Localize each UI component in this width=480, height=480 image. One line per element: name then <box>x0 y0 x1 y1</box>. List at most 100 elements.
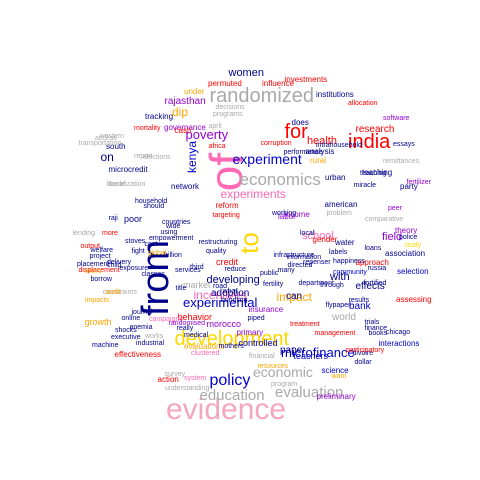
word-machine: machine <box>92 341 119 349</box>
word-audit: audit <box>105 288 121 296</box>
word-labor: labor <box>278 212 296 221</box>
word-institutions: institutions <box>316 90 354 99</box>
word-from: from <box>135 240 177 316</box>
word-stoves: stoves <box>125 237 146 245</box>
word-cash: cash <box>174 126 192 135</box>
word-effectiveness: effectiveness <box>114 350 162 359</box>
word-miracle: miracle <box>353 181 377 189</box>
word-targeting: targeting <box>212 211 240 219</box>
word-trade: trade <box>109 180 125 188</box>
word-south: south <box>106 142 126 151</box>
word-quality: quality <box>206 247 227 255</box>
word-access: access <box>95 134 117 142</box>
word-intrahousehold: intrahousehold <box>316 141 362 149</box>
word-with: with <box>330 270 350 283</box>
word-local: local <box>300 229 315 237</box>
word-many: many <box>277 266 295 274</box>
word-approach: approach <box>355 258 389 267</box>
word-corruption: corruption <box>260 139 292 147</box>
word-africa: africa <box>208 142 226 150</box>
word-understanding: understanding <box>165 384 210 392</box>
word-working: working <box>272 209 297 217</box>
word-journal: journal <box>131 308 153 316</box>
word-wide: wide <box>166 222 181 230</box>
word-labels: labels <box>329 248 348 256</box>
word-title: title <box>175 284 187 292</box>
word-financial: financial <box>249 352 275 360</box>
word-rural: rural <box>310 156 327 165</box>
word-welfare: welfare <box>90 246 114 254</box>
word-russia: russia <box>367 264 387 272</box>
word-allocation: allocation <box>348 99 378 107</box>
word-mothers: mothers <box>218 342 244 350</box>
word-fortified: fortified <box>363 279 387 287</box>
word-action: action <box>157 375 179 384</box>
word-resources: resources <box>257 362 289 370</box>
word-police: police <box>399 233 418 241</box>
word-happiness: happiness <box>333 257 365 265</box>
word-experiment: experiment <box>232 151 302 167</box>
word-education: education <box>199 386 265 404</box>
word-economic: economic <box>253 364 313 380</box>
word-works: works <box>145 332 164 340</box>
word-controlled: controlled <box>238 337 278 348</box>
word-public: public <box>260 269 279 277</box>
word-market: market <box>183 279 211 290</box>
word-medical: medical <box>184 331 209 339</box>
word-permuted: permuted <box>208 79 242 88</box>
word-clustered: clustered <box>191 349 220 357</box>
word-economics: economics <box>239 169 321 189</box>
word-decisions: decisions <box>215 103 245 111</box>
word-bundling: bundling <box>221 296 248 304</box>
word-fertilizer: fertilizer <box>406 178 432 186</box>
word-should: should <box>143 202 165 210</box>
word-effects: effects <box>355 281 385 292</box>
word-anemia: anemia <box>129 323 153 331</box>
word-impact: impact <box>276 290 312 304</box>
word-evidence: evidence <box>166 393 287 426</box>
word-analysis: analysis <box>305 147 335 156</box>
word-treatment: treatment <box>290 320 320 328</box>
word-impacts: impacts <box>85 296 110 304</box>
word-income: income <box>284 210 310 219</box>
word-insurance: insurance <box>248 305 284 314</box>
word-comparative: comparative <box>365 215 404 223</box>
word-policy: policy <box>209 372 251 389</box>
word-of: of <box>200 152 253 192</box>
word-repenser: repenser <box>303 258 331 266</box>
word-poor: poor <box>124 213 143 224</box>
word-experiments: experiments <box>220 187 286 201</box>
word-child: child <box>107 261 122 269</box>
word-household: household <box>135 197 168 205</box>
word-association: association <box>385 249 426 258</box>
word-information: information <box>286 253 322 261</box>
word-results: results <box>348 296 370 304</box>
word-remittances: remittances <box>383 157 420 165</box>
word-women: women <box>228 66 264 79</box>
word-problem: problem <box>326 209 352 217</box>
word-raji: raji <box>108 214 118 222</box>
word-developing: developing <box>206 273 260 286</box>
word-empowerment: empowerment <box>149 234 194 242</box>
word-primary: primary <box>236 328 264 337</box>
word-software: software <box>383 114 410 122</box>
word-reform: reform <box>215 201 239 210</box>
word-global: global <box>147 249 167 257</box>
word-interactions: interactions <box>378 339 420 348</box>
word-really: really <box>176 324 194 332</box>
word-dollar: dollar <box>354 358 372 366</box>
word-chicago: chicago <box>386 328 411 336</box>
word-for: for <box>284 121 308 143</box>
word-restructuring: restructuring <box>198 238 238 246</box>
word-under: under <box>184 87 205 96</box>
word-countries: countries <box>162 218 191 226</box>
word-credit: credit <box>216 256 239 267</box>
word-delivery: delivery <box>107 258 132 266</box>
word-investments: investments <box>284 75 328 84</box>
word-displacement: displacement <box>78 266 120 274</box>
word-science: science <box>321 366 349 375</box>
word-billion: billion <box>164 251 182 259</box>
word-cost: cost <box>144 240 158 248</box>
word-micro: micro <box>84 267 102 275</box>
word-evaluation: evaluation <box>275 383 344 401</box>
